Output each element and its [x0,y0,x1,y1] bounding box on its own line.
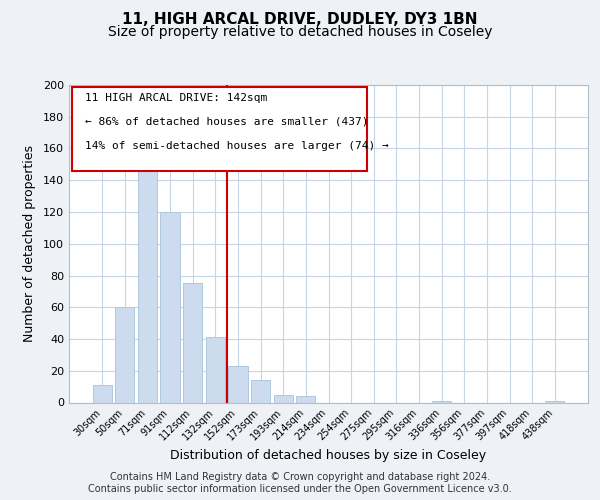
Bar [432,401,451,402]
Text: 14% of semi-detached houses are larger (74) →: 14% of semi-detached houses are larger (… [85,141,388,151]
Text: Contains HM Land Registry data © Crown copyright and database right 2024.: Contains HM Land Registry data © Crown c… [110,472,490,482]
X-axis label: Distribution of detached houses by size in Coseley: Distribution of detached houses by size … [170,450,487,462]
Bar [206,338,225,402]
Bar [229,366,248,403]
Y-axis label: Number of detached properties: Number of detached properties [23,145,36,342]
Bar [183,284,202,403]
Text: Size of property relative to detached houses in Coseley: Size of property relative to detached ho… [108,25,492,39]
Text: 11, HIGH ARCAL DRIVE, DUDLEY, DY3 1BN: 11, HIGH ARCAL DRIVE, DUDLEY, DY3 1BN [122,12,478,28]
Bar [274,394,293,402]
Bar [545,401,565,402]
FancyBboxPatch shape [71,86,367,170]
Bar [296,396,316,402]
Bar [251,380,270,402]
Bar [92,385,112,402]
Text: 11 HIGH ARCAL DRIVE: 142sqm: 11 HIGH ARCAL DRIVE: 142sqm [85,93,267,103]
Bar [138,152,157,402]
Bar [160,212,180,402]
Text: ← 86% of detached houses are smaller (437): ← 86% of detached houses are smaller (43… [85,117,368,127]
Bar [115,307,134,402]
Text: Contains public sector information licensed under the Open Government Licence v3: Contains public sector information licen… [88,484,512,494]
